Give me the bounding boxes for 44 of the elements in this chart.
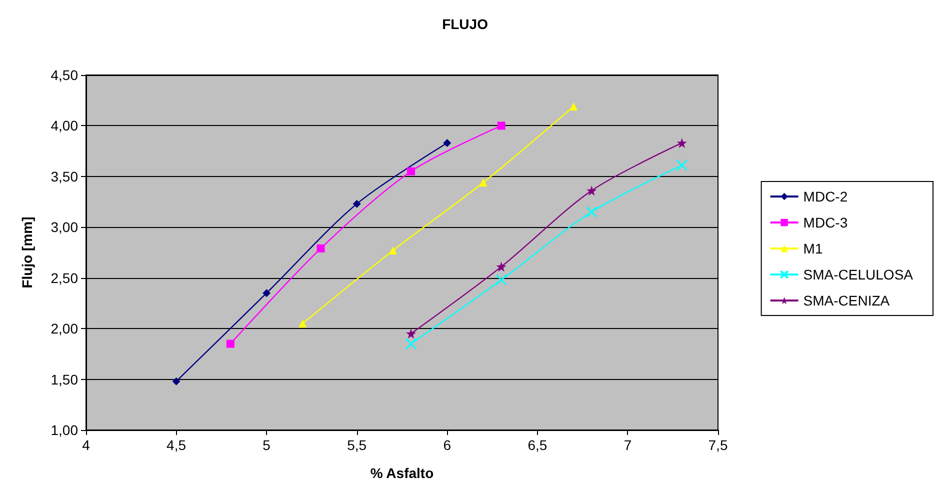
point: [479, 178, 488, 187]
y-tick-label: 2,00: [50, 320, 78, 337]
point: [405, 338, 417, 350]
point: [676, 160, 688, 172]
point: [570, 102, 578, 110]
point: [497, 122, 506, 130]
x-tick-label: 4,5: [166, 437, 186, 453]
y-tick-label: 4,00: [50, 118, 78, 134]
chart-title: FLUJO: [442, 16, 488, 32]
point: [352, 200, 361, 208]
point: [262, 289, 271, 298]
point: [388, 246, 397, 254]
y-tick-label: 2,50: [50, 270, 78, 286]
point: [586, 206, 598, 218]
y-axis-title: Flujo [mm]: [19, 216, 35, 288]
point: [406, 328, 416, 339]
y-tick-label: 1,50: [50, 371, 78, 388]
x-tick-label: 6,5: [528, 437, 548, 453]
point: [443, 138, 452, 147]
point: [226, 340, 234, 348]
x-tick-label: 7: [624, 437, 632, 453]
y-tick-label: 4,50: [50, 67, 78, 83]
point: [676, 138, 687, 148]
y-tick-label: 3,50: [50, 168, 78, 184]
point: [496, 262, 506, 272]
legend-label: MDC-3: [803, 214, 848, 230]
point: [298, 320, 307, 328]
y-tick-label: 1,00: [50, 422, 78, 438]
point: [316, 244, 325, 252]
point: [407, 167, 416, 176]
point: [586, 186, 597, 196]
legend-label: MDC-2: [803, 188, 848, 204]
x-tick-label: 7,5: [708, 437, 728, 453]
legend-label: SMA-CENIZA: [803, 292, 890, 308]
y-tick-label: 3,00: [50, 219, 78, 236]
x-tick-label: 4: [82, 437, 90, 453]
x-tick-label: 6: [443, 437, 452, 453]
point: [172, 377, 180, 386]
point: [496, 274, 508, 286]
x-axis-title: % Asfalto: [370, 465, 434, 481]
legend-label: SMA-CELULOSA: [803, 266, 914, 282]
x-tick-label: 5: [262, 437, 271, 453]
legend-label: M1: [803, 240, 823, 256]
x-tick-label: 5,5: [347, 437, 367, 453]
